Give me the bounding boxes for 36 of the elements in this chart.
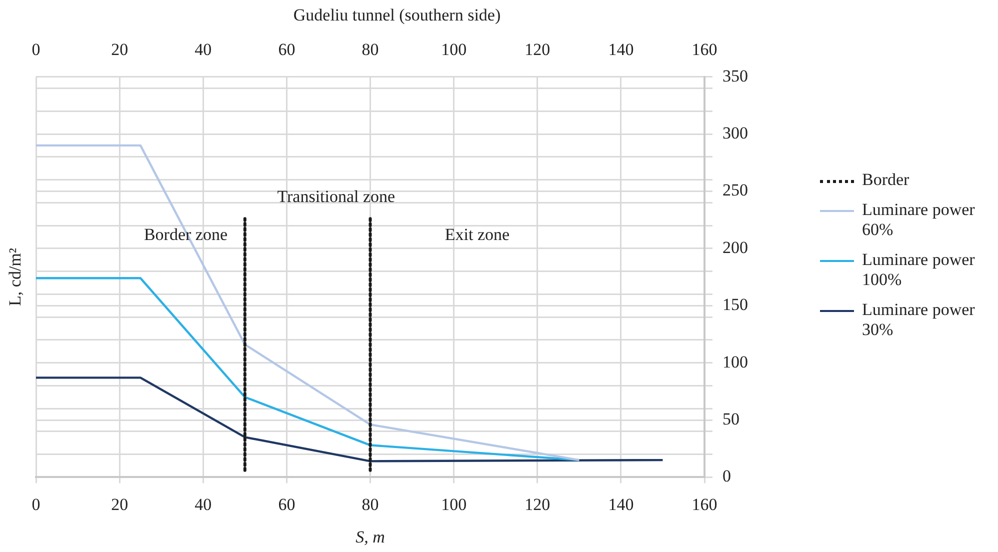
x2-tick-label: 0 [32,40,40,60]
x2-tick-label: 60 [278,40,296,60]
x2-tick-label: 80 [362,40,379,60]
legend-label: Luminare power 60% [862,200,976,240]
x-tick-label: 0 [32,494,40,514]
y-axis-title: L, cd/m² [5,248,24,306]
x2-tick-label: 140 [608,40,634,60]
legend-label: Border [862,170,910,190]
annotation: Transitional zone [277,187,396,206]
x2-tick-label: 20 [111,40,128,60]
x2-tick-label: 40 [194,40,212,60]
x-tick-label: 140 [608,494,634,514]
y-tick-label: 300 [722,123,748,142]
y-tick-label: 200 [722,238,748,257]
y-tick-label: 350 [722,66,748,86]
y-tick-label: 150 [722,295,748,314]
x2-tick-label: 120 [524,40,550,60]
x2-tick-label: 160 [692,40,718,60]
x-tick-label: 120 [524,494,550,514]
x-tick-label: 40 [194,494,212,514]
annotation: Border zone [144,224,228,244]
y-tick-label: 0 [722,466,731,486]
chart-title: Gudeliu tunnel (southern side) [293,6,501,25]
legend-label: Luminare power 100% [862,250,976,290]
x-tick-label: 160 [692,494,718,514]
legend-label: Luminare power 30% [862,300,976,340]
x-tick-label: 80 [362,494,379,514]
annotation: Exit zone [444,224,510,244]
y-tick-label: 100 [722,352,748,372]
x-tick-label: 60 [278,494,296,514]
x-axis-title: S, m [356,527,385,546]
x-tick-label: 100 [441,494,467,514]
x-tick-label: 20 [111,494,128,514]
y-tick-label: 50 [722,409,740,428]
y-tick-label: 250 [722,180,748,200]
x2-tick-label: 100 [441,40,467,60]
